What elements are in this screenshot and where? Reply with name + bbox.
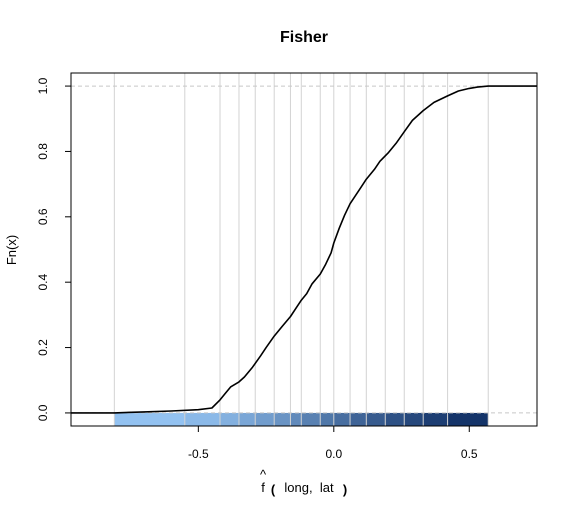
chart-title: Fisher (280, 29, 328, 46)
y-tick-label: 0.6 (36, 208, 50, 225)
x-axis-label-args: long, lat (284, 480, 334, 495)
plot-frame (70, 72, 538, 427)
x-tick-label: -0.5 (188, 447, 209, 461)
color-band-8 (320, 412, 334, 426)
color-band-2 (220, 412, 239, 426)
color-band-10 (350, 412, 367, 426)
x-axis: -0.5 0.0 0.5 (188, 426, 478, 461)
y-tick-label: 0.2 (36, 339, 50, 356)
y-tick-label: 0.8 (36, 143, 50, 160)
x-axis-label: ^ f ( long, lat ) (260, 467, 347, 497)
color-band-0 (114, 412, 185, 426)
color-band-14 (423, 412, 448, 426)
color-band-group (114, 412, 489, 426)
y-tick-label: 0.4 (36, 274, 50, 291)
x-axis-label-close-paren: ) (343, 482, 347, 497)
x-axis-label-open-paren: ( (271, 482, 276, 497)
y-axis-label: Fn(x) (4, 235, 19, 265)
color-band-12 (385, 412, 405, 426)
ecdf-curve (71, 85, 537, 414)
y-axis: 0.0 0.2 0.4 0.6 0.8 1.0 (36, 77, 71, 421)
color-band-11 (366, 412, 386, 426)
color-band-3 (238, 412, 256, 426)
color-band-1 (184, 412, 221, 426)
color-band-15 (447, 412, 489, 426)
x-tick-label: 0.0 (325, 447, 342, 461)
x-tick-label: 0.5 (461, 447, 478, 461)
y-tick-label: 0.0 (36, 404, 50, 421)
color-band-5 (274, 412, 291, 426)
x-axis-label-main: f (261, 480, 265, 495)
color-band-4 (255, 412, 275, 426)
color-band-6 (290, 412, 302, 426)
x-axis-label-hat: ^ (260, 467, 267, 482)
color-band-7 (301, 412, 321, 426)
color-band-13 (404, 412, 424, 426)
y-tick-label: 1.0 (36, 77, 50, 94)
color-band-9 (333, 412, 351, 426)
vertical-gridline-group (113, 73, 489, 426)
reference-line-group (71, 85, 537, 414)
